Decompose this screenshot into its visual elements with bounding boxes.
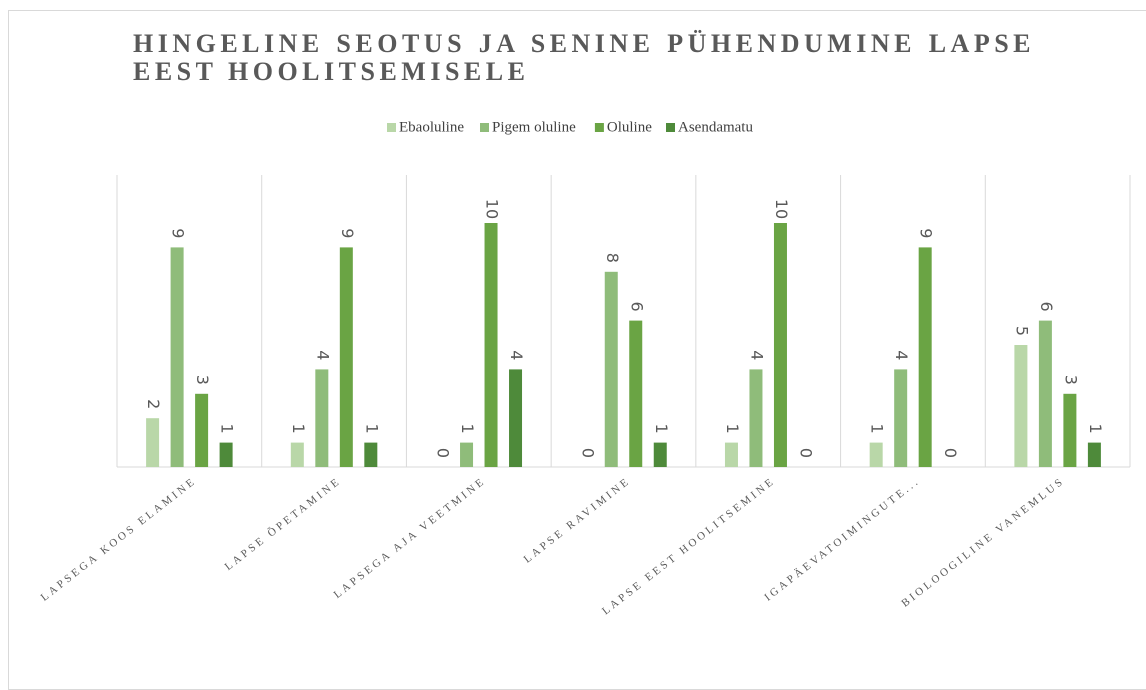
legend-swatch	[594, 123, 604, 132]
page: HINGELINE SEOTUS JA SENINE PÜHENDUMINE L…	[8, 10, 1146, 690]
legend-label: Pigem oluline	[492, 119, 576, 135]
x-tick-label: IGAPÄEVATOIMINGUTE...	[762, 475, 922, 604]
data-label: 10	[483, 199, 502, 219]
bar	[724, 442, 738, 467]
data-label: 6	[627, 302, 646, 312]
legend-label: Asendamatu	[678, 119, 753, 135]
chart: Ebaoluline Pigem oluline Oluline Asendamatu…	[39, 119, 1131, 617]
data-label: 4	[507, 350, 526, 360]
x-tick-label: LAPSE RAVIMINE	[522, 475, 633, 566]
data-label: 4	[892, 350, 911, 360]
bar	[195, 393, 209, 467]
bar	[1063, 393, 1077, 467]
data-label: 9	[917, 228, 936, 238]
data-label: 2	[144, 399, 163, 409]
data-label: 5	[1012, 326, 1031, 336]
x-tick-label: LAPSEGA AJA VEETMINE	[332, 475, 489, 601]
data-label: 3	[193, 375, 212, 385]
data-label: 1	[289, 424, 308, 434]
bar	[629, 320, 643, 467]
legend-label: Ebaoluline	[399, 119, 464, 135]
data-label: 0	[578, 448, 597, 458]
data-label: 0	[796, 448, 815, 458]
bar	[604, 271, 618, 467]
data-label: 9	[169, 228, 188, 238]
x-tick-label: LAPSE ÕPETAMINE	[223, 475, 344, 573]
legend-swatch	[387, 123, 396, 132]
data-label: 1	[723, 424, 742, 434]
x-tick-label: BIOLOOGILINE VANEMLUS	[899, 475, 1067, 610]
data-label: 1	[1086, 424, 1105, 434]
data-label: 1	[652, 424, 671, 434]
data-label: 0	[941, 448, 960, 458]
bar	[749, 369, 763, 467]
bar	[653, 442, 667, 467]
bar	[918, 247, 932, 467]
data-label: 3	[1061, 375, 1080, 385]
bar	[894, 369, 908, 467]
bar	[1087, 442, 1101, 467]
data-label: 8	[603, 253, 622, 263]
bar	[1038, 320, 1052, 467]
legend-swatch	[480, 123, 489, 132]
data-label: 1	[362, 424, 381, 434]
bar	[869, 442, 883, 467]
bar	[1014, 345, 1028, 467]
data-label: 10	[772, 199, 791, 219]
data-label: 6	[1037, 302, 1056, 312]
data-label: 1	[868, 424, 887, 434]
bar	[219, 442, 233, 467]
legend-swatch	[666, 123, 675, 132]
bar	[315, 369, 329, 467]
bar	[290, 442, 304, 467]
data-label: 9	[338, 228, 357, 238]
x-tick-label: LAPSE EEST HOOLITSEMINE	[600, 475, 778, 617]
x-tick-label: LAPSEGA KOOS ELAMINE	[39, 475, 199, 604]
bar	[170, 247, 184, 467]
bar	[364, 442, 378, 467]
data-label: 1	[458, 424, 477, 434]
data-label: 1	[218, 424, 237, 434]
data-label: 0	[434, 448, 453, 458]
data-label: 4	[313, 350, 332, 360]
data-label: 4	[747, 350, 766, 360]
bar	[773, 223, 787, 467]
bar	[146, 418, 160, 467]
bar	[460, 442, 474, 467]
legend-label: Oluline	[607, 119, 652, 135]
bar	[509, 369, 523, 467]
chart-title: HINGELINE SEOTUS JA SENINE PÜHENDUMINE L…	[133, 29, 1035, 86]
bar	[339, 247, 353, 467]
bar	[484, 223, 498, 467]
